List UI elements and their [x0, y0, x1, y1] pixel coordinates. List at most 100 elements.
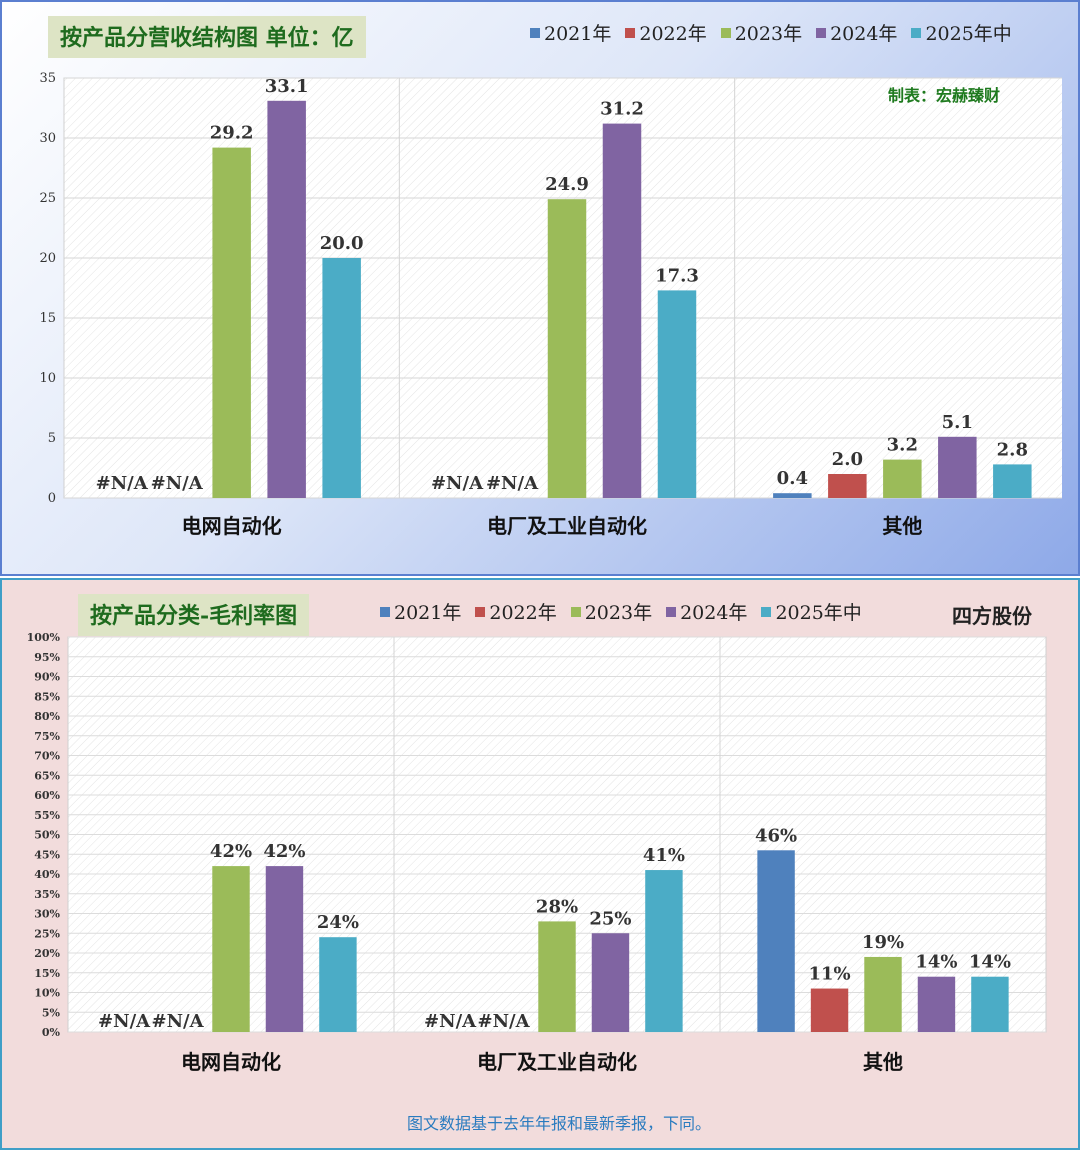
- data-label: 11%: [808, 964, 850, 985]
- legend-item-3: 2023年: [570, 598, 653, 625]
- source-note: 制表：宏赫臻财: [888, 86, 1001, 105]
- y-tick-label: 25: [39, 191, 56, 206]
- y-tick-label: 100%: [27, 631, 61, 644]
- company-name: 四方股份: [952, 604, 1032, 628]
- bar: [864, 956, 902, 1032]
- x-category-label: 其他: [863, 1050, 903, 1074]
- margin-legend: 2021年 2022年 2023年 2024年 2025年中: [380, 598, 876, 625]
- data-label: 46%: [755, 825, 797, 846]
- data-label: 20.0: [320, 233, 364, 254]
- bar: [810, 988, 849, 1032]
- data-label: 42%: [263, 841, 305, 862]
- legend-item-4: 2024年: [816, 19, 897, 46]
- legend-label: 2023年: [584, 602, 653, 624]
- data-label: 29.2: [210, 123, 254, 144]
- legend-item-3: 2023年: [720, 19, 802, 46]
- y-tick-label: 10: [39, 371, 56, 386]
- y-tick-label: 90%: [34, 671, 60, 684]
- legend-label: 2024年: [680, 602, 748, 624]
- legend-swatch: [530, 27, 540, 38]
- legend-label: 2021年: [394, 602, 462, 624]
- legend-item-2: 2022年: [625, 19, 707, 46]
- bar: [828, 474, 867, 498]
- data-label: 33.1: [265, 76, 309, 97]
- y-tick-label: 85%: [34, 690, 60, 703]
- y-tick-label: 45%: [34, 848, 60, 861]
- legend-item-1: 2021年: [380, 598, 461, 625]
- data-label: 3.2: [887, 435, 918, 456]
- legend-label: 2024年: [830, 23, 898, 45]
- y-tick-label: 30%: [34, 908, 60, 921]
- legend-swatch: [816, 27, 827, 38]
- legend-item-5: 2025年中: [761, 598, 862, 625]
- data-label-na: #N/A: [98, 1011, 151, 1032]
- bar: [319, 937, 357, 1032]
- x-category-label: 电网自动化: [182, 514, 282, 538]
- data-label: 41%: [643, 845, 685, 866]
- data-label: 14%: [969, 952, 1011, 973]
- y-tick-label: 55%: [34, 809, 60, 822]
- legend-label: 2025年中: [925, 23, 1012, 45]
- legend-swatch: [911, 27, 922, 38]
- bar: [993, 464, 1032, 498]
- legend-label: 2025年中: [775, 602, 862, 624]
- data-label-na: #N/A: [431, 473, 484, 494]
- revenue-chart-title: 按产品分营收结构图 单位：亿: [48, 16, 366, 58]
- data-label: 25%: [589, 908, 631, 929]
- data-label-na: #N/A: [477, 1011, 530, 1032]
- y-tick-label: 35: [39, 71, 56, 86]
- data-label-na: #N/A: [151, 1011, 204, 1032]
- legend-item-5: 2025年中: [911, 19, 1012, 46]
- bar: [773, 493, 812, 498]
- data-label: 24.9: [545, 174, 589, 195]
- revenue-panel: 按产品分营收结构图 单位：亿 2021年 2022年 2023年 2024年 2025年…: [0, 0, 1080, 576]
- bar: [212, 866, 250, 1032]
- data-label: 28%: [536, 896, 578, 917]
- bar: [267, 100, 306, 499]
- legend-swatch: [720, 27, 731, 38]
- data-label-na: #N/A: [486, 473, 539, 494]
- bar: [538, 921, 576, 1032]
- bar: [212, 147, 251, 498]
- bar: [265, 866, 304, 1032]
- data-label: 14%: [915, 952, 957, 973]
- data-label: 2.0: [832, 449, 863, 470]
- legend-swatch: [625, 27, 636, 38]
- data-label: 17.3: [655, 265, 699, 286]
- y-tick-label: 20: [39, 251, 56, 266]
- margin-panel: 按产品分类-毛利率图 2021年 2022年 2023年 2024年 2025年中 四方…: [0, 578, 1080, 1150]
- y-tick-label: 50%: [34, 829, 60, 842]
- bar: [757, 850, 795, 1032]
- y-tick-label: 80%: [34, 710, 60, 723]
- margin-chart-title: 按产品分类-毛利率图: [78, 594, 310, 636]
- bar: [591, 933, 630, 1032]
- bar: [938, 436, 977, 498]
- legend-swatch: [380, 606, 390, 617]
- legend-swatch: [475, 606, 486, 617]
- y-tick-label: 20%: [34, 947, 60, 960]
- data-label-na: #N/A: [96, 473, 149, 494]
- y-tick-label: 95%: [34, 651, 60, 664]
- y-tick-label: 75%: [34, 730, 60, 743]
- data-label: 42%: [210, 841, 252, 862]
- bar: [883, 459, 922, 498]
- y-tick-label: 15%: [34, 967, 60, 980]
- y-tick-label: 35%: [34, 888, 60, 901]
- y-tick-label: 15: [39, 311, 56, 326]
- bar: [645, 870, 683, 1032]
- bar: [547, 199, 587, 498]
- y-tick-label: 0: [48, 491, 56, 506]
- margin-chart: 0% 5% 10% 15% 20% 25% 30% 35% 40% 45% 50% 55% 60% 65%…: [27, 631, 1047, 1074]
- legend-label: 2021年: [544, 23, 612, 45]
- y-tick-label: 5: [48, 431, 56, 446]
- bar: [917, 976, 956, 1032]
- y-tick-label: 5%: [42, 1006, 61, 1019]
- bar: [657, 290, 697, 498]
- data-label: 31.2: [600, 99, 644, 120]
- legend-item-2: 2022年: [475, 598, 557, 625]
- y-tick-label: 0%: [42, 1026, 61, 1039]
- x-category-label: 其他: [882, 514, 922, 538]
- y-tick-label: 30: [39, 131, 56, 146]
- legend-swatch: [570, 606, 581, 617]
